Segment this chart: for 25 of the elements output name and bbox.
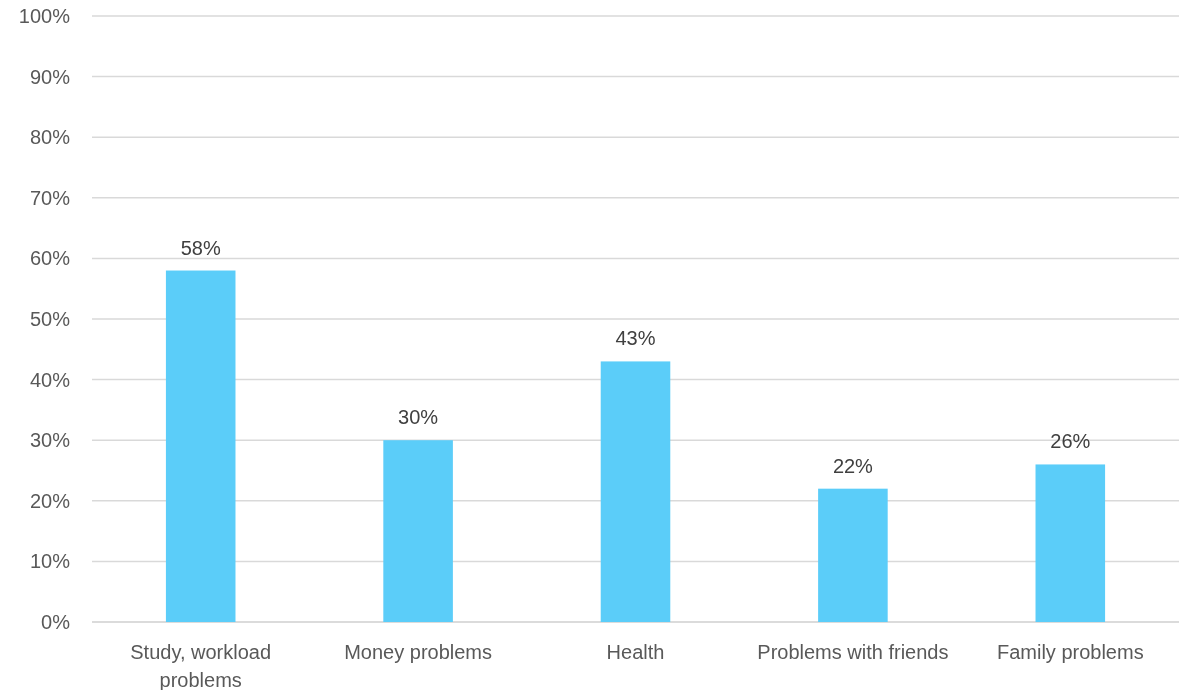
y-tick-label: 60% [29,247,71,270]
y-tick-label: 70% [29,186,71,209]
data-label: 22% [832,454,874,477]
bar [383,440,453,622]
bar [818,488,888,622]
x-tick-label: Family problems [996,641,1144,663]
bar [600,361,671,622]
data-label: 58% [180,236,221,259]
x-tick-label: Money problems [344,641,493,663]
y-tick-label: 10% [29,550,71,573]
y-tick-label: 100% [18,5,71,27]
x-tick-label: Health [606,641,665,663]
y-tick-label: 30% [29,429,71,452]
y-tick-label: 50% [29,308,71,330]
y-tick-label: 40% [29,368,71,391]
y-tick-label: 20% [29,489,71,512]
y-tick-label: 90% [29,65,71,88]
y-tick-label: 0% [41,611,71,633]
x-tick-label: Problems with friends [757,641,949,663]
y-tick-label: 80% [29,126,71,149]
data-label: 43% [615,327,656,350]
bar [1035,464,1106,622]
data-label: 30% [398,406,439,429]
data-label: 26% [1050,430,1091,453]
bar [165,270,236,622]
